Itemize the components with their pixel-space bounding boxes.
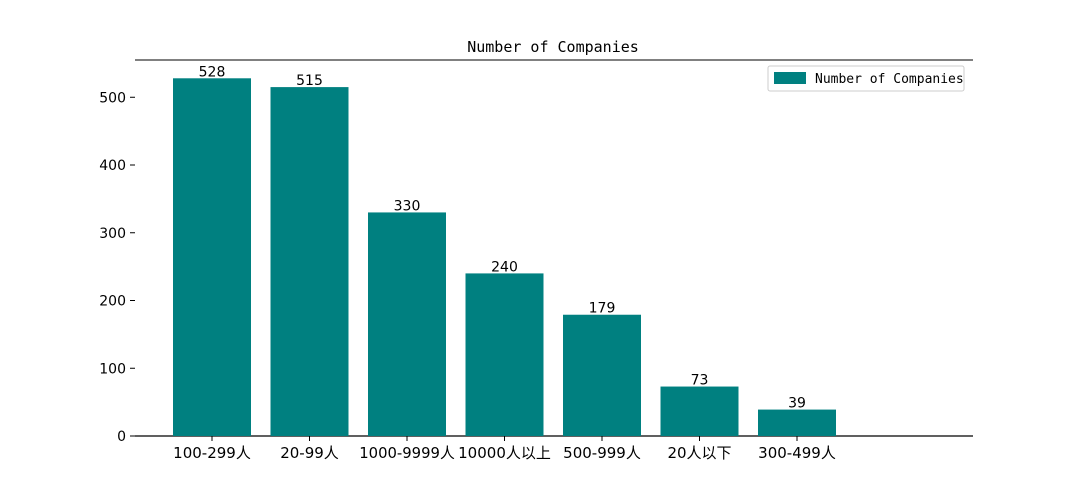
bar-value-label: 515 (296, 73, 323, 89)
legend-label: Number of Companies (815, 72, 964, 87)
y-tick-label: 300 (99, 226, 126, 242)
bar (368, 212, 446, 436)
y-tick-label: 0 (117, 429, 126, 445)
bar-value-label: 39 (788, 396, 806, 412)
bar (270, 87, 349, 437)
x-tick-label: 500-999人 (563, 444, 641, 462)
legend-swatch (774, 72, 806, 84)
y-tick-label: 100 (99, 361, 126, 377)
y-tick-label: 500 (99, 90, 126, 106)
bar-value-label: 330 (394, 198, 421, 214)
bar-value-label: 240 (491, 259, 518, 275)
bar (465, 273, 544, 436)
x-tick-label: 10000人以上 (458, 444, 551, 462)
x-axis-labels: 100-299人 20-99人 1000-9999人 10000人以上 500-999人… (173, 436, 836, 462)
x-tick-label: 1000-9999人 (359, 444, 455, 462)
bar (563, 314, 641, 436)
bar (173, 78, 251, 436)
bars (173, 78, 836, 437)
x-tick-label: 300-499人 (758, 444, 836, 462)
y-axis: 0 100 200 300 400 500 (99, 90, 135, 445)
x-tick-label: 20-99人 (280, 444, 339, 462)
bar-value-label: 179 (589, 301, 616, 317)
legend-frame (767, 65, 965, 92)
chart-title: Number of Companies (467, 38, 639, 56)
x-tick-label: 100-299人 (173, 444, 251, 462)
bar-value-label: 73 (691, 373, 709, 389)
bar (758, 409, 836, 436)
y-tick-label: 200 (99, 294, 126, 310)
x-tick-label: 20人以下 (667, 444, 731, 462)
bar (660, 386, 739, 436)
y-tick-label: 400 (99, 158, 126, 174)
data-labels: 528 515 330 240 179 73 39 (199, 64, 806, 411)
bar-value-label: 528 (199, 64, 226, 80)
legend: Number of Companies (767, 65, 965, 92)
